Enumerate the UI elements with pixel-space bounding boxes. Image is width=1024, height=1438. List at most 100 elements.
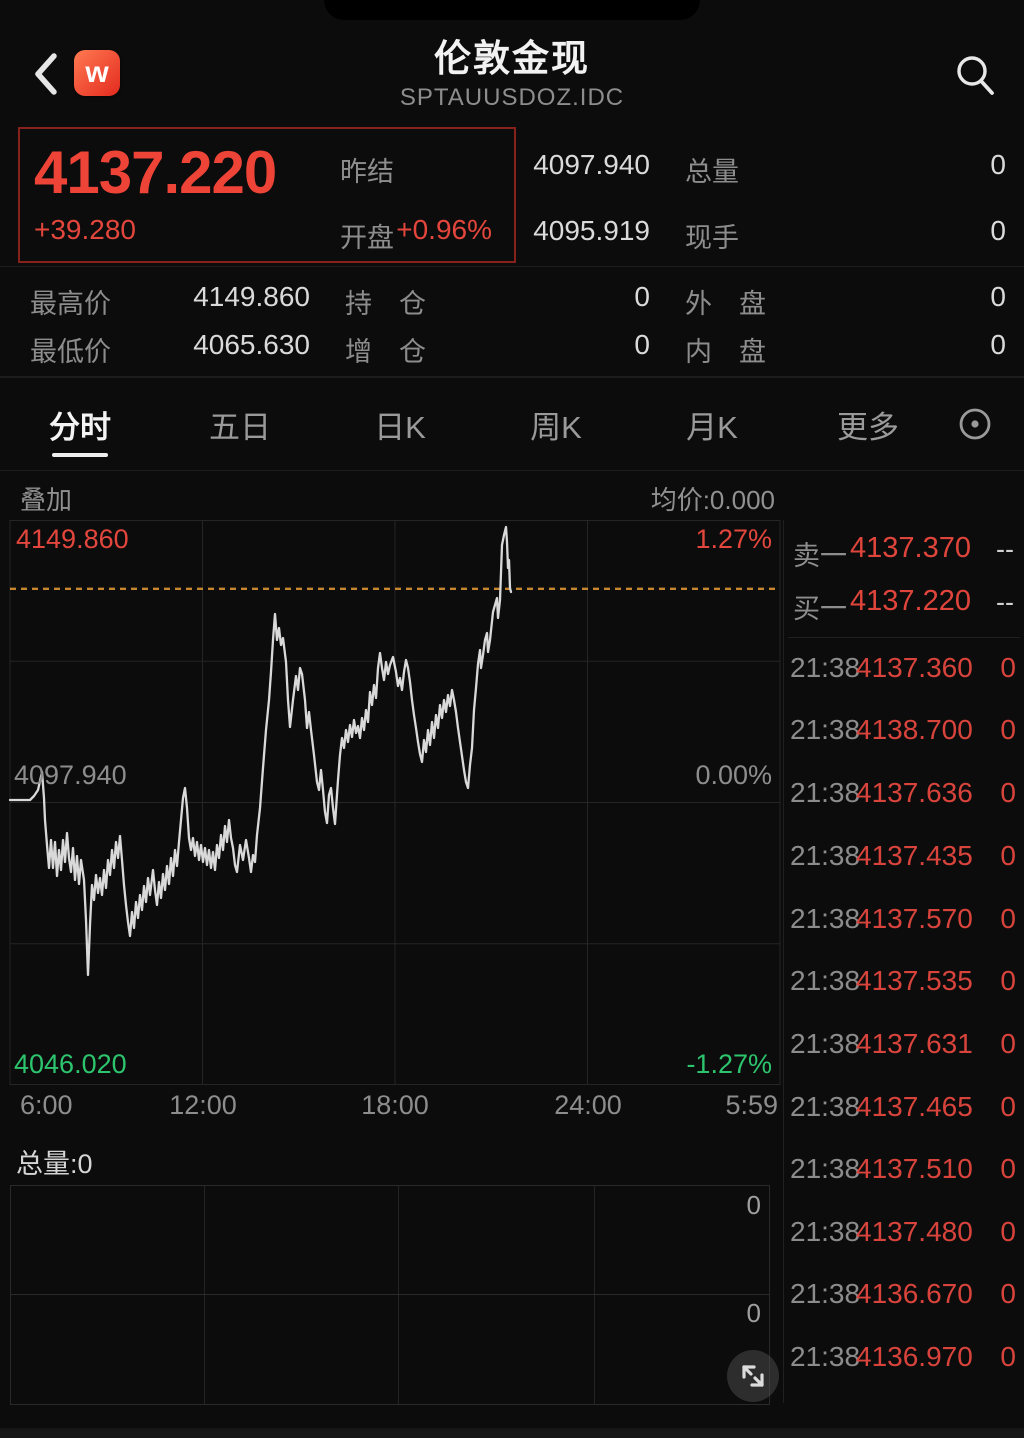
volume-gridline (204, 1186, 205, 1404)
expand-diagonal-icon (742, 1365, 764, 1387)
trade-price: 4136.970 (856, 1341, 973, 1372)
inner-lots-value: 0 (990, 329, 1006, 360)
ask1-price: 4137.370 (850, 532, 971, 564)
search-button[interactable] (952, 52, 998, 98)
x-tick-0559: 5:59 (725, 1090, 778, 1120)
x-tick-1800: 18:00 (361, 1090, 429, 1120)
tab-daily-k[interactable]: 日K (374, 410, 426, 445)
tab-more[interactable]: 更多 (837, 410, 899, 445)
open-interest-value: 0 (634, 281, 650, 312)
volume-scale-value-1: 0 (746, 1190, 761, 1220)
intraday-price-chart[interactable] (0, 520, 1024, 1085)
volume-total-label: 总量:0 (16, 1149, 93, 1179)
trade-price: 4137.360 (856, 652, 973, 683)
total-volume-label: 总量 (685, 157, 739, 187)
current-hand-label: 现手 (685, 223, 739, 253)
chart-mid-pct-label: 0.00% (695, 760, 772, 790)
search-icon (957, 56, 994, 95)
tab-five-day[interactable]: 五日 (209, 410, 271, 445)
chart-mid-label: 4097.940 (14, 760, 127, 790)
trade-price: 4137.570 (856, 903, 973, 934)
trade-time: 21:38 (790, 1278, 861, 1309)
volume-panel: 0 0 (10, 1185, 770, 1405)
chart-grid (9, 520, 781, 1085)
chart-settings-button[interactable] (955, 404, 995, 449)
panel-divider (783, 520, 784, 1403)
divider (0, 266, 1024, 267)
trade-time: 21:38 (790, 1091, 861, 1122)
trade-vol: 0 (1000, 1216, 1016, 1247)
trade-vol: 0 (1000, 777, 1016, 808)
trade-price: 4137.535 (856, 965, 973, 996)
expand-chart-button[interactable] (727, 1350, 779, 1402)
bid1-label: 买一 (793, 594, 847, 624)
x-tick-1200: 12:00 (169, 1090, 237, 1120)
bid1-qty: -- (996, 587, 1014, 617)
trade-vol: 0 (1000, 1028, 1016, 1059)
trade-price: 4136.670 (856, 1278, 973, 1309)
price-change: +39.280 (34, 214, 136, 245)
ask1-label: 卖一 (793, 541, 847, 571)
trade-time: 21:38 (790, 840, 861, 871)
wind-app-logo: w (74, 50, 120, 96)
trade-time: 21:38 (790, 903, 861, 934)
bid1-price: 4137.220 (850, 585, 971, 617)
trade-vol: 0 (1000, 903, 1016, 934)
trade-time: 21:38 (790, 714, 861, 745)
trade-vol: 0 (1000, 1341, 1016, 1372)
tab-intraday[interactable]: 分时 (49, 410, 111, 445)
chart-low-pct-label: -1.27% (686, 1049, 772, 1079)
ask1-qty: -- (996, 534, 1014, 564)
trade-vol: 0 (1000, 1153, 1016, 1184)
trade-vol: 0 (1000, 714, 1016, 745)
open-interest-label: 持 仓 (345, 289, 426, 319)
trade-price: 4137.510 (856, 1153, 973, 1184)
trade-price: 4137.435 (856, 840, 973, 871)
back-button[interactable] (30, 50, 64, 98)
volume-panel-divider (11, 1294, 769, 1295)
open-value: 4095.919 (533, 215, 650, 246)
overlay-button[interactable]: 叠加 (20, 485, 73, 515)
high-label: 最高价 (30, 289, 111, 319)
x-tick-0600: 6:00 (20, 1090, 73, 1120)
chevron-left-icon (35, 53, 57, 95)
volume-gridline (594, 1186, 595, 1404)
inner-lots-label: 内 盘 (685, 337, 766, 367)
trade-time: 21:38 (790, 1153, 861, 1184)
page-title: 伦敦金现 (434, 38, 590, 79)
price-change-pct: +0.96% (396, 214, 492, 245)
trade-vol: 0 (1000, 1091, 1016, 1122)
trade-vol: 0 (1000, 965, 1016, 996)
active-tab-underline (52, 453, 108, 457)
trade-vol: 0 (1000, 1278, 1016, 1309)
position-change-value: 0 (634, 329, 650, 360)
divider (0, 470, 1024, 471)
last-price: 4137.220 (34, 139, 277, 206)
prev-close-label: 昨结 (340, 157, 394, 187)
price-line-series (8, 525, 513, 977)
trade-time: 21:38 (790, 777, 861, 808)
trade-time: 21:38 (790, 1216, 861, 1247)
instrument-code: SPTAUUSDOZ.IDC (399, 84, 625, 111)
prev-close-value: 4097.940 (533, 149, 650, 180)
chart-low-label: 4046.020 (14, 1049, 127, 1079)
trade-price: 4137.636 (856, 777, 973, 808)
trade-vol: 0 (1000, 840, 1016, 871)
trade-price: 4137.480 (856, 1216, 973, 1247)
trade-time: 21:38 (790, 652, 861, 683)
low-value: 4065.630 (193, 329, 310, 360)
tab-monthly-k[interactable]: 月K (686, 410, 738, 445)
trade-vol: 0 (1000, 652, 1016, 683)
trade-time: 21:38 (790, 965, 861, 996)
high-value: 4149.860 (193, 281, 310, 312)
last-price-box (18, 127, 516, 263)
divider (0, 376, 1024, 378)
outer-lots-value: 0 (990, 281, 1006, 312)
phone-notch (324, 0, 700, 20)
bottom-bar (0, 1428, 1024, 1438)
tab-weekly-k[interactable]: 周K (530, 410, 582, 445)
volume-gridline (398, 1186, 399, 1404)
x-tick-2400: 24:00 (554, 1090, 622, 1120)
trade-price: 4137.465 (856, 1091, 973, 1122)
